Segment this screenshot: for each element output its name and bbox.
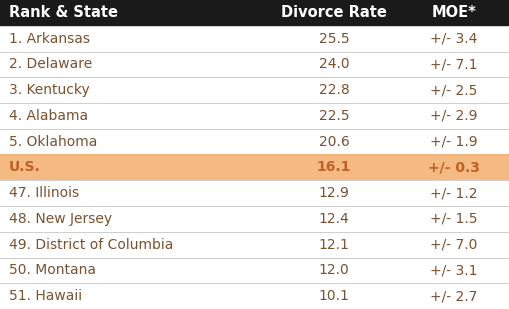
Text: MOE*: MOE* xyxy=(431,5,475,20)
Text: 4. Alabama: 4. Alabama xyxy=(9,109,88,123)
Text: 16.1: 16.1 xyxy=(316,160,351,174)
Text: 22.5: 22.5 xyxy=(318,109,349,123)
Bar xyxy=(0,0,509,26)
Text: +/- 7.1: +/- 7.1 xyxy=(429,57,477,71)
Text: +/- 2.9: +/- 2.9 xyxy=(429,109,477,123)
Text: 48. New Jersey: 48. New Jersey xyxy=(9,212,112,226)
Text: 20.6: 20.6 xyxy=(318,135,349,149)
Text: 10.1: 10.1 xyxy=(318,289,349,303)
Text: +/- 0.3: +/- 0.3 xyxy=(427,160,479,174)
Text: 5. Oklahoma: 5. Oklahoma xyxy=(9,135,97,149)
Text: U.S.: U.S. xyxy=(9,160,41,174)
Text: +/- 1.5: +/- 1.5 xyxy=(429,212,477,226)
Text: +/- 7.0: +/- 7.0 xyxy=(430,238,476,252)
Text: 1. Arkansas: 1. Arkansas xyxy=(9,32,90,46)
Text: 2. Delaware: 2. Delaware xyxy=(9,57,92,71)
Bar xyxy=(0,154,509,180)
Text: 47. Illinois: 47. Illinois xyxy=(9,186,79,200)
Text: 50. Montana: 50. Montana xyxy=(9,263,96,277)
Text: 12.4: 12.4 xyxy=(318,212,349,226)
Text: 49. District of Columbia: 49. District of Columbia xyxy=(9,238,173,252)
Text: 25.5: 25.5 xyxy=(318,32,349,46)
Text: 24.0: 24.0 xyxy=(318,57,349,71)
Text: +/- 3.1: +/- 3.1 xyxy=(429,263,477,277)
Text: Divorce Rate: Divorce Rate xyxy=(280,5,386,20)
Text: 12.0: 12.0 xyxy=(318,263,349,277)
Text: 22.8: 22.8 xyxy=(318,83,349,97)
Text: 12.1: 12.1 xyxy=(318,238,349,252)
Text: 12.9: 12.9 xyxy=(318,186,349,200)
Text: 3. Kentucky: 3. Kentucky xyxy=(9,83,90,97)
Text: +/- 2.7: +/- 2.7 xyxy=(430,289,476,303)
Text: 51. Hawaii: 51. Hawaii xyxy=(9,289,82,303)
Text: +/- 1.2: +/- 1.2 xyxy=(429,186,477,200)
Text: +/- 2.5: +/- 2.5 xyxy=(430,83,476,97)
Text: +/- 3.4: +/- 3.4 xyxy=(430,32,476,46)
Text: +/- 1.9: +/- 1.9 xyxy=(429,135,477,149)
Text: Rank & State: Rank & State xyxy=(9,5,118,20)
